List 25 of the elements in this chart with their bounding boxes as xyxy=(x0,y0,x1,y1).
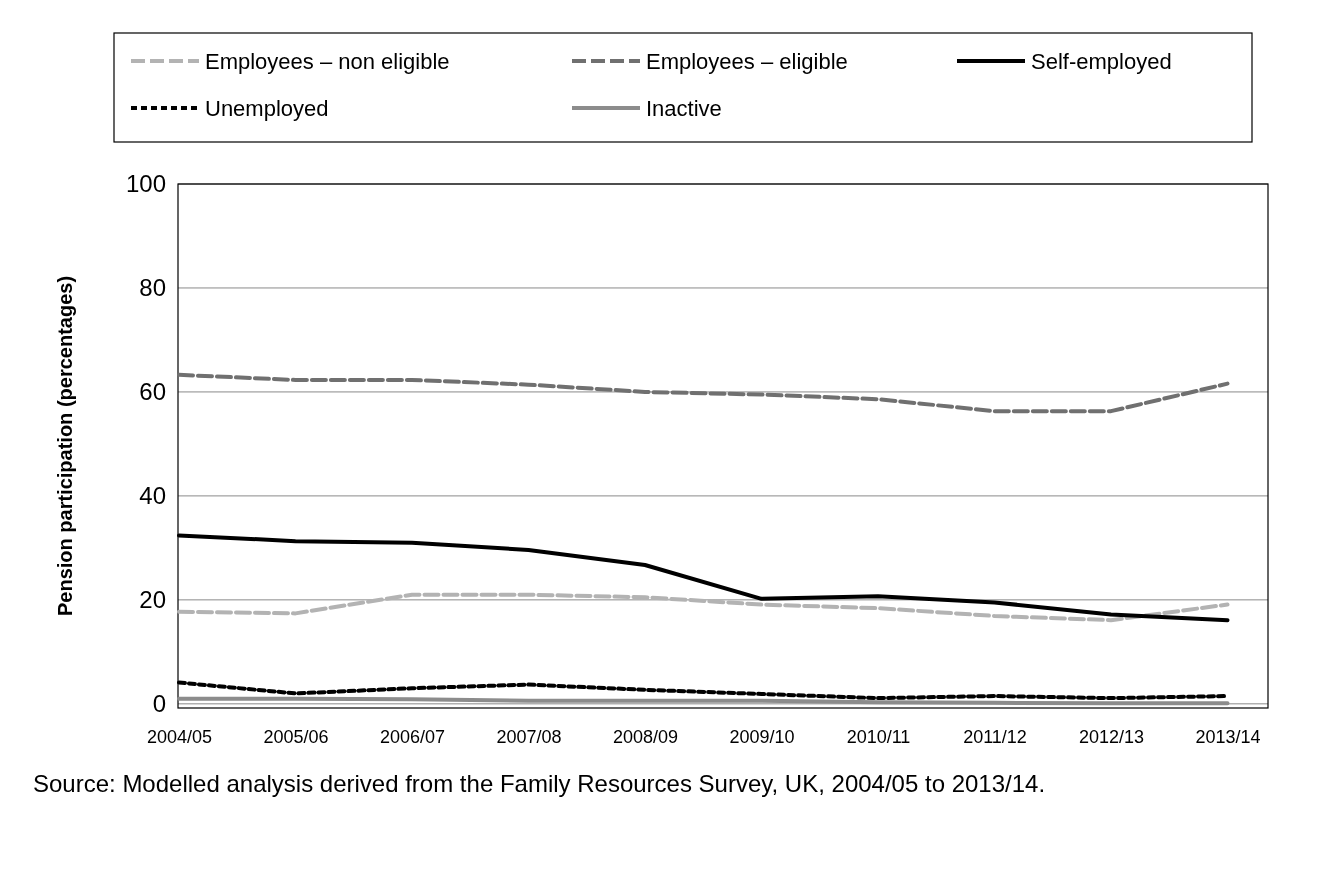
x-tick-label: 2009/10 xyxy=(729,726,795,747)
y-tick-label: 40 xyxy=(139,482,166,510)
y-tick-label: 80 xyxy=(139,274,166,302)
y-tick-label: 60 xyxy=(139,378,166,406)
y-axis-title: Pension participation (percentages) xyxy=(54,275,76,617)
source-note: Source: Modelled analysis derived from the Family Resources Survey, UK, 2004/05 to 2013/14. xyxy=(33,770,1046,797)
x-tick-label: 2013/14 xyxy=(1195,726,1261,747)
legend-label: Self-employed xyxy=(1031,49,1172,74)
x-tick-label: 2004/05 xyxy=(146,726,213,747)
y-tick-label: 100 xyxy=(125,170,166,198)
x-tick-label: 2012/13 xyxy=(1078,726,1145,747)
x-tick-label: 2010/11 xyxy=(846,726,911,747)
x-tick-label: 2011/12 xyxy=(963,726,1027,747)
x-tick-label: 2005/06 xyxy=(263,726,329,747)
legend-label: Inactive xyxy=(646,96,722,121)
legend-label: Employees – eligible xyxy=(646,49,848,74)
line-series xyxy=(177,592,1230,623)
x-tick-label: 2007/08 xyxy=(496,726,562,747)
x-tick-label: 2006/07 xyxy=(379,726,446,747)
x-tick-label: 2008/09 xyxy=(612,726,679,747)
legend-label: Employees – non eligible xyxy=(205,49,450,74)
y-tick-label: 0 xyxy=(152,690,166,718)
legend-label: Unemployed xyxy=(205,96,329,121)
y-tick-label: 20 xyxy=(139,586,166,614)
line-series xyxy=(177,372,1230,414)
